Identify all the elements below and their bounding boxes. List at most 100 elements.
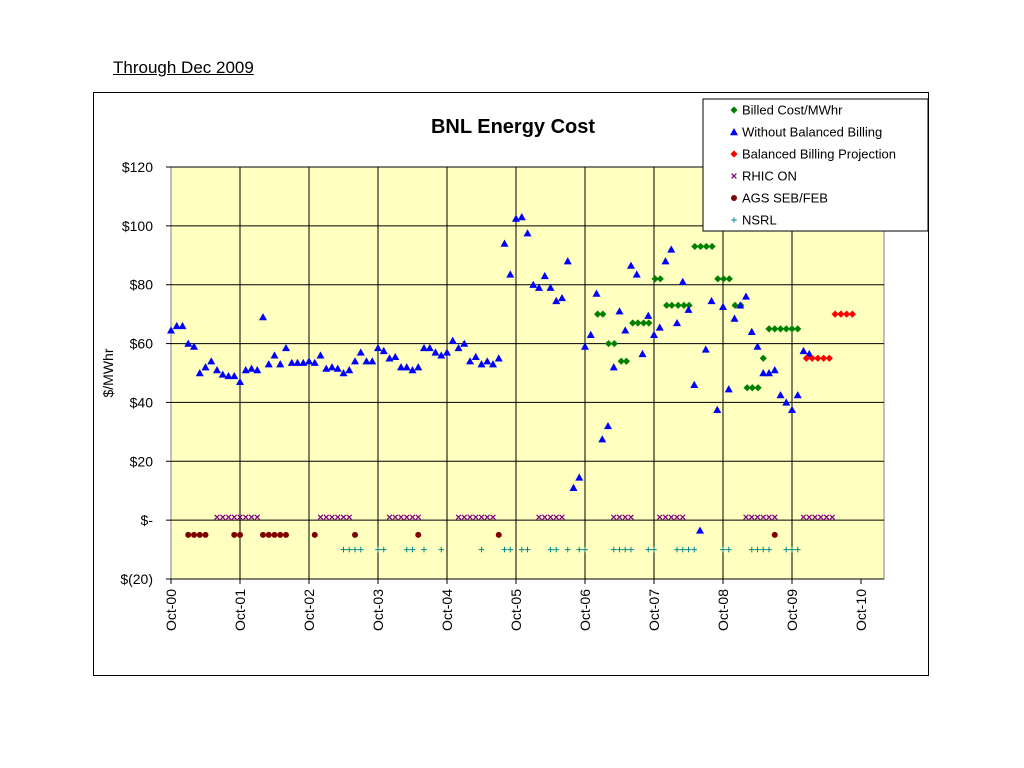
- data-point: [843, 310, 851, 318]
- data-point: [684, 305, 693, 313]
- data-point: [242, 514, 249, 521]
- data-point: [668, 301, 676, 309]
- data-point: [328, 363, 336, 371]
- x-tick-label: Oct-04: [439, 589, 455, 631]
- data-point: [622, 546, 629, 553]
- series-2: [802, 310, 856, 362]
- data-point: [708, 242, 716, 251]
- data-point: [599, 310, 607, 318]
- data-point: [650, 330, 658, 338]
- chart-title: BNL Energy Cost: [431, 116, 595, 138]
- data-point: [771, 325, 779, 333]
- data-point: [661, 257, 670, 265]
- data-point: [702, 242, 710, 251]
- data-point: [271, 531, 278, 538]
- data-point: [547, 514, 554, 521]
- data-point: [837, 310, 845, 318]
- data-point: [622, 357, 630, 365]
- data-point: [667, 245, 676, 253]
- data-point: [823, 514, 830, 521]
- data-point: [191, 531, 197, 538]
- data-point: [167, 326, 175, 334]
- data-point: [814, 354, 822, 362]
- data-point: [754, 384, 762, 392]
- data-point: [685, 301, 693, 309]
- data-point: [592, 289, 601, 297]
- data-point: [604, 339, 613, 348]
- data-point: [753, 342, 762, 350]
- data-point: [553, 546, 560, 553]
- series-1: [167, 213, 814, 534]
- data-point: [754, 546, 761, 553]
- data-point: [225, 514, 232, 521]
- data-point: [685, 546, 692, 553]
- data-point: [547, 546, 554, 553]
- data-point: [617, 357, 625, 365]
- data-point: [346, 514, 353, 521]
- data-point: [368, 357, 377, 365]
- data-point: [535, 283, 543, 291]
- data-point: [455, 514, 462, 521]
- data-point: [634, 319, 642, 327]
- y-tick-label: $40: [130, 394, 154, 410]
- x-tick-label: Oct-09: [784, 589, 800, 631]
- data-point: [564, 546, 571, 553]
- data-point: [253, 366, 262, 374]
- data-point: [563, 257, 572, 265]
- data-point: [507, 546, 514, 553]
- data-point: [662, 514, 669, 521]
- data-point: [806, 514, 813, 521]
- data-point: [202, 531, 209, 538]
- data-point: [553, 514, 560, 521]
- x-tick-label: Oct-01: [232, 589, 248, 631]
- data-point: [500, 239, 509, 247]
- data-point: [622, 514, 629, 521]
- data-point: [615, 307, 624, 315]
- data-point: [524, 546, 531, 553]
- data-point: [489, 360, 497, 368]
- data-point: [403, 514, 410, 521]
- data-point: [782, 398, 791, 406]
- data-point: [414, 363, 423, 371]
- data-point: [817, 514, 824, 521]
- data-point: [237, 531, 243, 538]
- y-tick-label: $120: [122, 159, 153, 175]
- data-point: [237, 514, 243, 521]
- data-point: [575, 473, 584, 481]
- legend: Billed Cost/MWhr Without Balanced Billing…: [702, 98, 929, 232]
- data-point: [794, 546, 801, 553]
- data-point: [825, 354, 833, 362]
- data-point: [415, 531, 422, 538]
- data-point: [730, 314, 739, 322]
- data-point: [236, 377, 244, 386]
- data-point: [374, 343, 382, 352]
- data-point: [277, 531, 284, 538]
- data-point: [808, 354, 816, 362]
- data-point: [582, 546, 588, 553]
- legend-marker: [730, 128, 738, 136]
- data-point: [829, 514, 836, 521]
- data-point: [495, 531, 502, 538]
- data-point: [691, 546, 698, 553]
- data-point: [621, 326, 630, 334]
- x-tick-label: Oct-08: [715, 589, 731, 631]
- data-point: [696, 242, 705, 251]
- y-tick-label: $100: [122, 218, 153, 234]
- data-point: [609, 363, 618, 371]
- data-series: [167, 213, 856, 553]
- data-point: [714, 275, 722, 283]
- data-point: [310, 358, 319, 366]
- y-tick-label: $-: [141, 512, 154, 528]
- data-point: [760, 514, 767, 521]
- data-point: [604, 421, 612, 430]
- data-point: [282, 343, 290, 352]
- data-point: [260, 531, 266, 538]
- data-point: [185, 531, 192, 538]
- data-point: [231, 531, 238, 538]
- data-point: [247, 364, 256, 372]
- data-point: [483, 357, 492, 365]
- data-point: [679, 514, 686, 521]
- data-point: [552, 296, 561, 305]
- data-point: [736, 301, 745, 309]
- data-point: [679, 546, 686, 553]
